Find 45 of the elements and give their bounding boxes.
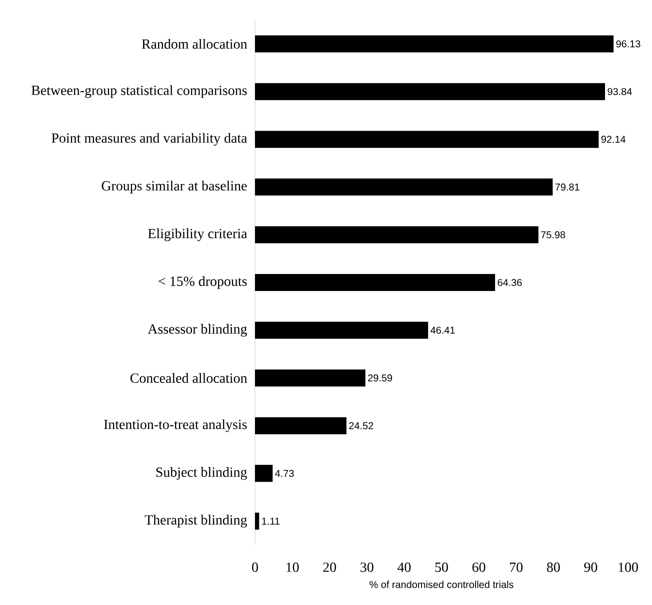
x-tick-label: 70	[510, 562, 523, 572]
data-label: 1.11	[262, 518, 280, 525]
y-tick-label: Groups similar at baseline	[102, 180, 247, 194]
data-label: 29.59	[368, 374, 392, 382]
x-tick-label: 0	[252, 562, 258, 572]
bar	[255, 35, 614, 52]
bar	[255, 322, 428, 339]
bar	[255, 178, 553, 196]
data-label: 96.13	[616, 40, 640, 48]
y-tick-label: Therapist blinding	[144, 514, 247, 528]
x-tick-label: 40	[397, 562, 411, 572]
bar	[255, 417, 346, 434]
data-label: 24.52	[349, 422, 374, 430]
data-label: 92.14	[601, 136, 626, 143]
y-tick-label: Concealed allocation	[130, 373, 248, 383]
x-tick-label: 50	[435, 562, 448, 572]
x-tick-label: 30	[360, 562, 374, 572]
data-label: 46.41	[430, 326, 455, 334]
x-tick-label: 10	[286, 562, 299, 572]
y-tick-label: Eligibility criteria	[148, 228, 248, 242]
x-tick-label: 80	[546, 562, 560, 572]
data-label: 64.36	[498, 278, 522, 286]
x-tick-label: 20	[323, 562, 336, 572]
y-tick-label: Subject blinding	[156, 467, 247, 480]
x-axis-title: % of randomised controlled trials	[370, 580, 514, 588]
x-tick-label: 60	[472, 562, 486, 572]
bar	[255, 274, 496, 292]
data-label: 4.73	[275, 470, 294, 477]
y-tick-label: < 15% dropouts	[158, 276, 247, 289]
y-tick-label: Between-group statistical comparisons	[31, 85, 247, 98]
data-label: 79.81	[555, 184, 580, 191]
x-tick-label: 100	[618, 562, 638, 572]
x-tick-label: 90	[584, 562, 598, 572]
data-label: 75.98	[541, 231, 566, 238]
data-label: 93.84	[608, 88, 632, 96]
y-tick-label: Random allocation	[142, 38, 248, 49]
bar	[255, 83, 606, 100]
bar	[255, 512, 260, 530]
bar	[255, 369, 366, 386]
bar	[255, 226, 538, 244]
y-tick-label: Assessor blinding	[148, 324, 247, 337]
bar	[255, 464, 273, 482]
y-tick-label: Intention-to-treat analysis	[104, 419, 247, 432]
bar	[255, 130, 599, 148]
y-tick-label: Point measures and variability data	[52, 132, 248, 146]
